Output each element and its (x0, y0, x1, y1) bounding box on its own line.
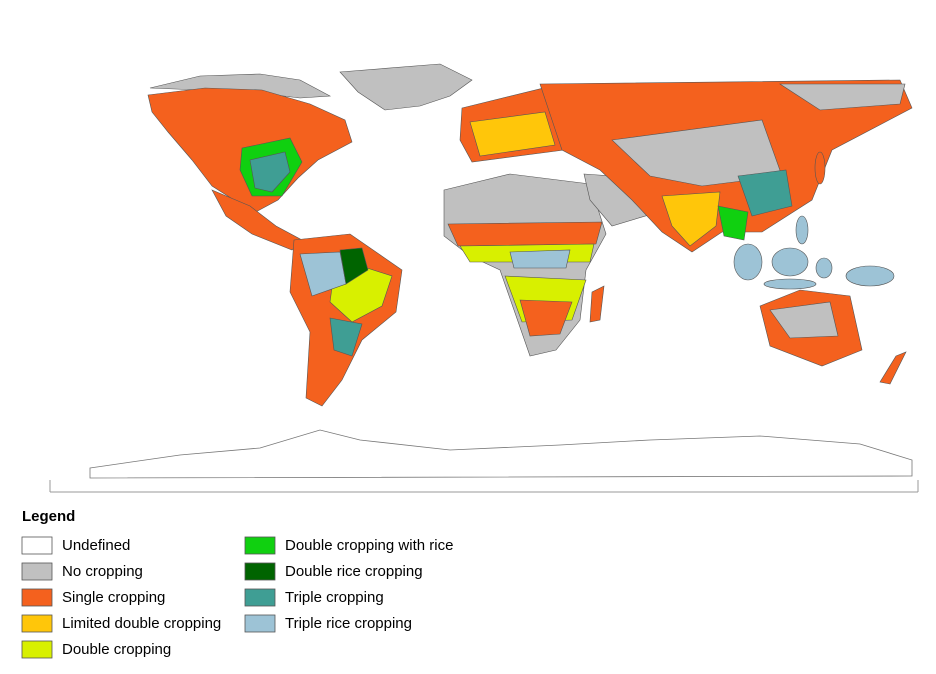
legend-label: Limited double cropping (62, 615, 221, 632)
legend-label: Double cropping (62, 641, 171, 658)
new-zealand (879, 351, 907, 385)
legend-swatch (21, 614, 53, 633)
sulawesi (815, 257, 833, 279)
legend-label: Double cropping with rice (285, 537, 453, 554)
legend-swatch (244, 536, 276, 555)
legend-swatch (21, 562, 53, 581)
borneo (771, 247, 809, 277)
legend-swatch (244, 562, 276, 581)
greenland (339, 63, 473, 111)
congo-triple-rice (509, 249, 571, 269)
australia-interior (769, 301, 839, 339)
legend-swatch (21, 640, 53, 659)
south-africa-single (519, 299, 573, 337)
india-limited-double (661, 191, 721, 247)
legend-swatch (21, 536, 53, 555)
sahel-single (447, 221, 603, 247)
sumatra (733, 243, 763, 281)
siberia-north (778, 83, 906, 111)
java (763, 278, 817, 290)
legend-label: Triple rice cropping (285, 615, 412, 632)
south-triple (329, 317, 363, 357)
legend-swatch (244, 614, 276, 633)
legend-swatch (244, 588, 276, 607)
new-guinea (845, 265, 895, 287)
world-map (49, 63, 919, 493)
legend-label: Single cropping (62, 589, 165, 606)
legend-title: Legend (22, 508, 75, 525)
china-triple (737, 169, 793, 217)
legend-label: No cropping (62, 563, 143, 580)
legend-label: Undefined (62, 537, 130, 554)
legend: Legend Undefined No cropping Single croppi… (21, 508, 453, 659)
philippines (795, 215, 809, 245)
japan (814, 151, 826, 185)
legend-label: Triple cropping (285, 589, 384, 606)
europe-limited-double (469, 111, 556, 157)
us-east-triple (249, 151, 291, 193)
madagascar (589, 285, 605, 323)
amazon-double-rice (339, 247, 369, 285)
se-asia-double-rice (717, 205, 749, 241)
legend-swatch (21, 588, 53, 607)
antarctica (89, 429, 913, 479)
legend-label: Double rice cropping (285, 563, 423, 580)
